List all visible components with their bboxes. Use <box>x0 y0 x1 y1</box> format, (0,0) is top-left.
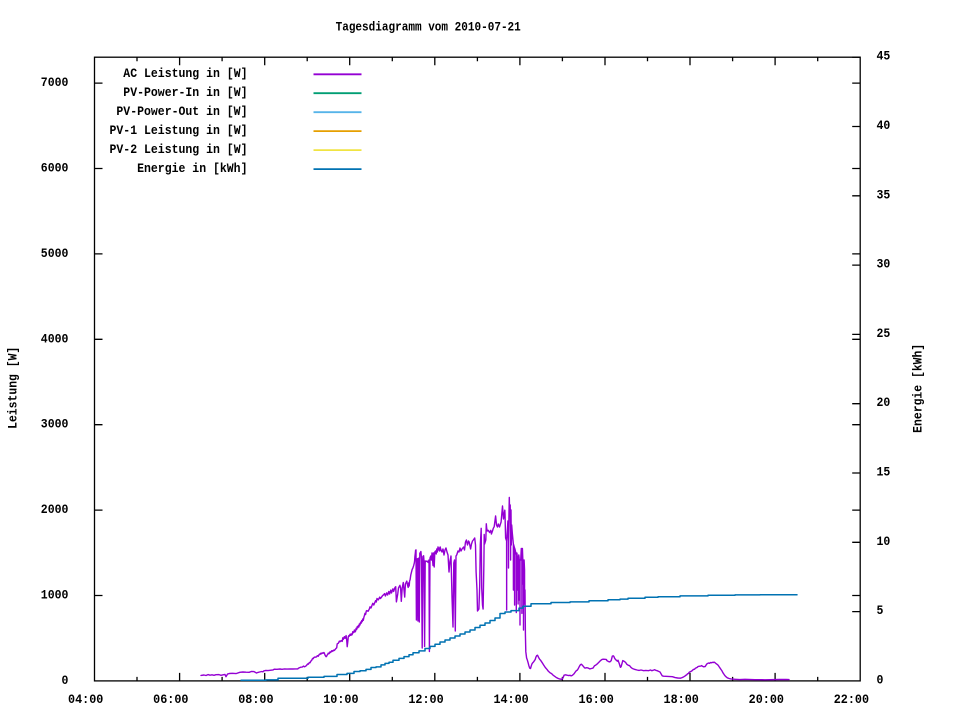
svg-text:25: 25 <box>877 327 891 341</box>
svg-text:5000: 5000 <box>41 247 69 261</box>
svg-text:AC Leistung in [W]: AC Leistung in [W] <box>123 67 247 81</box>
svg-text:PV-2 Leistung in [W]: PV-2 Leistung in [W] <box>110 143 248 157</box>
svg-text:14:00: 14:00 <box>493 693 528 707</box>
svg-text:Tagesdiagramm vom 2010-07-21: Tagesdiagramm vom 2010-07-21 <box>336 21 521 35</box>
svg-text:40: 40 <box>877 119 891 133</box>
svg-text:15: 15 <box>877 466 891 480</box>
svg-text:3000: 3000 <box>41 418 69 432</box>
svg-text:20: 20 <box>877 396 891 410</box>
svg-text:06:00: 06:00 <box>153 693 188 707</box>
svg-text:10: 10 <box>877 535 891 549</box>
svg-text:PV-Power-In in [W]: PV-Power-In in [W] <box>123 86 247 100</box>
svg-text:7000: 7000 <box>41 76 69 90</box>
svg-text:PV-Power-Out in [W]: PV-Power-Out in [W] <box>116 105 247 119</box>
svg-text:Leistung [W]: Leistung [W] <box>7 347 21 429</box>
svg-text:6000: 6000 <box>41 162 69 176</box>
svg-text:45: 45 <box>877 50 891 64</box>
svg-text:12:00: 12:00 <box>408 693 443 707</box>
svg-text:08:00: 08:00 <box>238 693 273 707</box>
svg-text:0: 0 <box>62 674 69 688</box>
svg-text:22:00: 22:00 <box>834 693 869 707</box>
svg-text:18:00: 18:00 <box>664 693 699 707</box>
svg-text:4000: 4000 <box>41 332 69 346</box>
svg-text:5: 5 <box>877 604 884 618</box>
svg-text:20:00: 20:00 <box>749 693 784 707</box>
svg-text:10:00: 10:00 <box>323 693 358 707</box>
svg-text:04:00: 04:00 <box>68 693 103 707</box>
svg-text:Energie in [kWh]: Energie in [kWh] <box>137 162 247 176</box>
svg-text:35: 35 <box>877 188 891 202</box>
svg-text:0: 0 <box>877 673 884 687</box>
svg-text:2000: 2000 <box>41 503 69 517</box>
svg-text:16:00: 16:00 <box>579 693 614 707</box>
svg-text:1000: 1000 <box>41 589 69 603</box>
svg-text:30: 30 <box>877 258 891 272</box>
svg-text:PV-1 Leistung in [W]: PV-1 Leistung in [W] <box>110 124 248 138</box>
svg-text:Energie [kWh]: Energie [kWh] <box>912 344 926 433</box>
